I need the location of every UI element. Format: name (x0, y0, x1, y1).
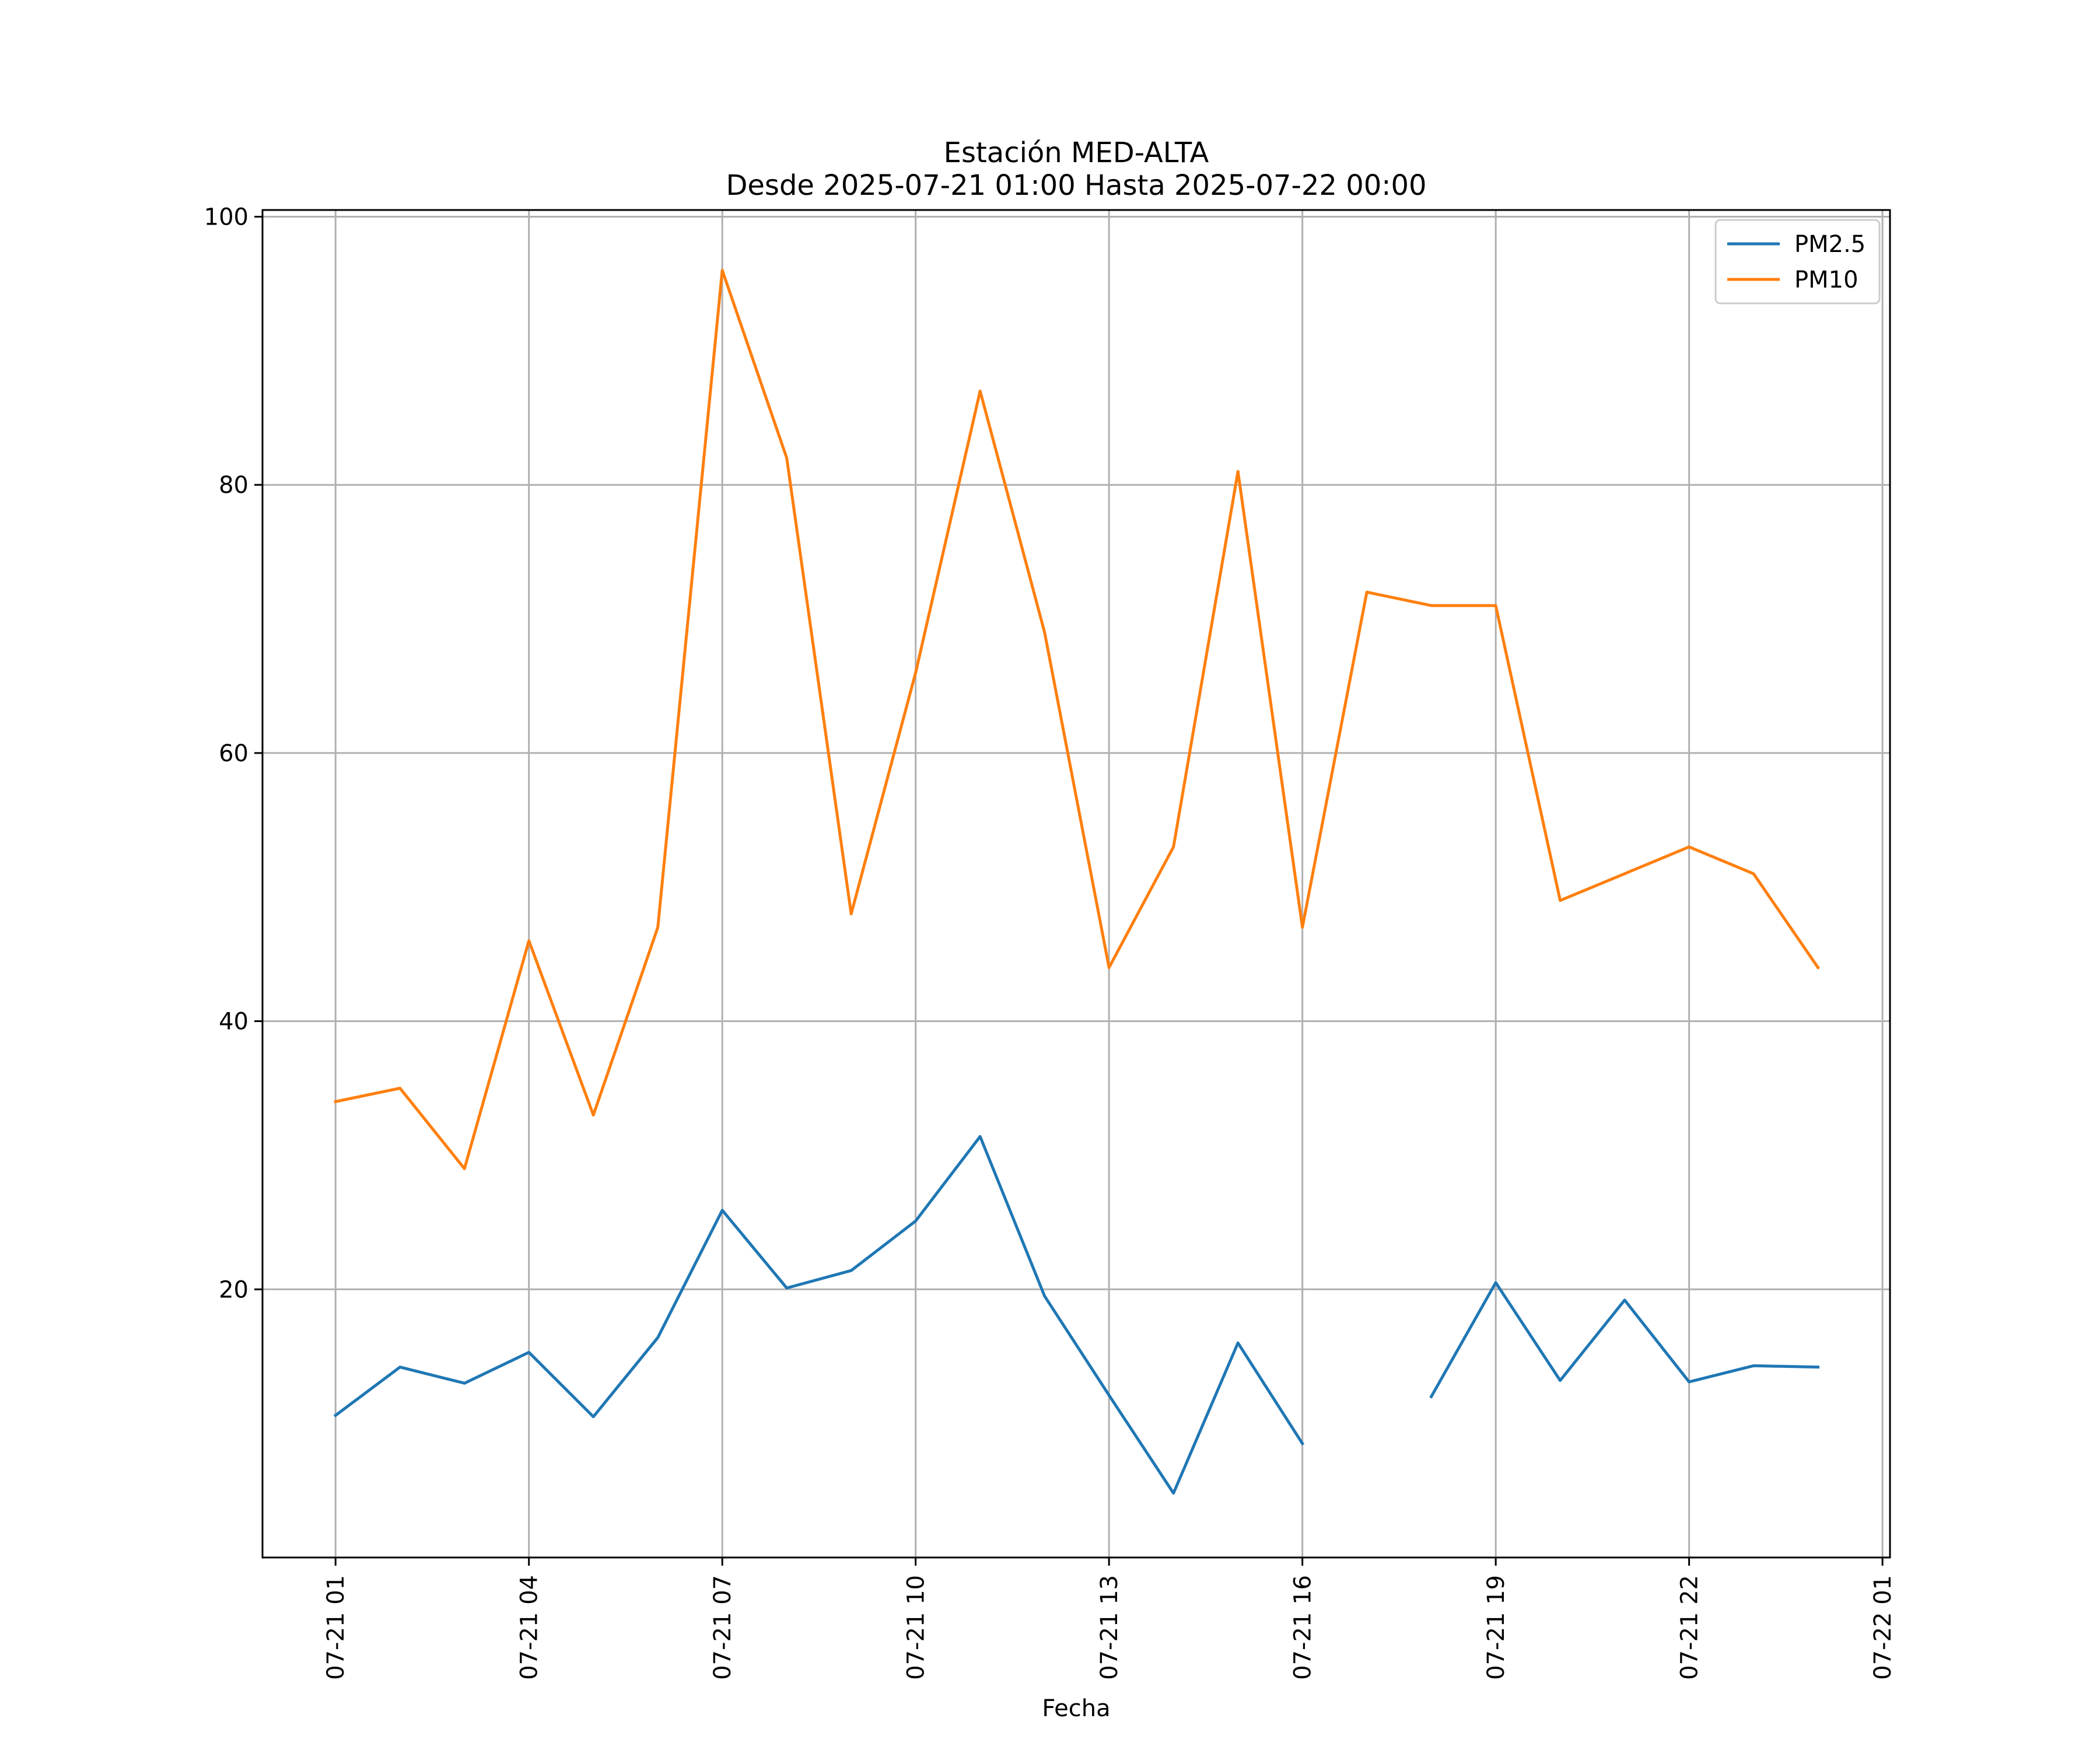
x-tick-label: 07-21 10 (903, 1575, 930, 1680)
legend-label-pm10: PM10 (1794, 267, 1859, 293)
x-tick-label: 07-21 19 (1483, 1575, 1510, 1680)
y-tick-label: 80 (219, 472, 249, 499)
x-axis-ticks: 07-21 01 07-21 04 07-21 07 07-21 10 07-21 13… (323, 1558, 1896, 1680)
y-tick-label: 100 (204, 204, 249, 230)
legend: PM2.5 PM10 (1714, 219, 1881, 304)
legend-label-pm25: PM2.5 (1794, 231, 1866, 258)
x-tick-label: 07-21 16 (1290, 1575, 1317, 1680)
y-tick-label: 40 (219, 1009, 249, 1035)
x-tick-label: 07-21 01 (323, 1575, 349, 1680)
chart-title: Estación MED-ALTA (944, 136, 1209, 169)
x-tick-label: 07-21 04 (516, 1575, 543, 1680)
x-tick-label: 07-22 01 (1870, 1575, 1896, 1680)
y-axis-ticks: 20 40 60 80 100 (204, 204, 262, 1303)
y-tick-label: 60 (219, 740, 249, 767)
x-tick-label: 07-21 13 (1096, 1575, 1123, 1680)
axes-frame (261, 209, 1891, 1559)
series-line-pm10 (334, 268, 1821, 1170)
legend-box (1714, 219, 1881, 304)
x-tick-label: 07-21 22 (1676, 1575, 1703, 1680)
x-axis-label: Fecha (1042, 1695, 1110, 1722)
series-lines (333, 268, 1821, 1495)
y-tick-label: 20 (219, 1276, 249, 1303)
series-line-pm25 (333, 1135, 1820, 1495)
chart-subtitle: Desde 2025-07-21 01:00 Hasta 2025-07-22 … (726, 169, 1426, 202)
grid (262, 210, 1890, 1558)
x-tick-label: 07-21 07 (709, 1575, 736, 1680)
